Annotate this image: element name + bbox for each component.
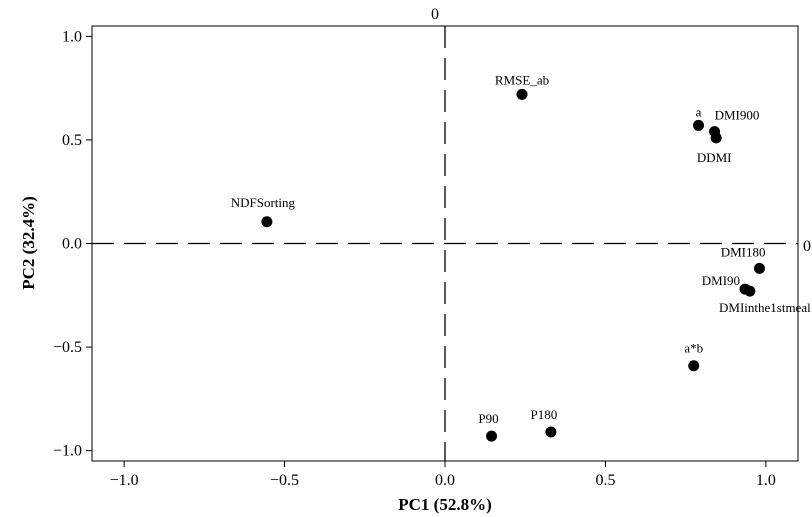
x-tick-label: 0.0 xyxy=(435,472,455,489)
x-tick-label: 1.0 xyxy=(756,472,776,489)
data-point-label: a*b xyxy=(684,341,703,356)
y-tick-label: 0.5 xyxy=(62,132,82,149)
data-point xyxy=(688,360,700,372)
y-tick-label: 1.0 xyxy=(62,28,82,45)
data-point xyxy=(545,426,557,438)
x-axis-title: PC1 (52.8%) xyxy=(398,495,491,514)
data-point xyxy=(516,88,528,100)
data-point xyxy=(744,285,756,297)
data-point-label: NDFSorting xyxy=(231,195,296,210)
data-point-label: DMI90 xyxy=(702,273,740,288)
reference-lines xyxy=(92,26,798,461)
x-tick-label: 0.5 xyxy=(595,472,615,489)
data-point xyxy=(693,119,705,131)
data-point-label: DMI900 xyxy=(715,108,760,123)
data-point xyxy=(710,132,722,144)
data-point-label: P90 xyxy=(478,411,498,426)
y-tick-label: −1.0 xyxy=(53,443,82,460)
data-point-label: RMSE_ab xyxy=(495,72,549,87)
data-point-label: DMIinthe1stmeal xyxy=(719,300,811,315)
x-tick-label: −1.0 xyxy=(110,472,139,489)
data-points: RMSE_aba DMI900 DDMI NDFSorting DMI180 DMI90 D… xyxy=(231,72,811,442)
data-point-label: P180 xyxy=(531,407,558,422)
data-point xyxy=(486,430,498,442)
y-axis-title: PC2 (32.4%) xyxy=(19,196,38,289)
data-point-label: DDMI xyxy=(697,150,732,165)
data-point xyxy=(261,216,273,228)
axis-ticks: −1.0 −0.5 0.0 0.5 1.0 −1.0 −0.5 0.0 0.5 1.0 xyxy=(53,28,776,489)
data-point xyxy=(753,262,765,274)
data-point-label: a xyxy=(696,104,702,119)
data-point-label: DMI180 xyxy=(721,244,766,259)
y-tick-label: −0.5 xyxy=(53,339,82,356)
y-tick-label: 0.0 xyxy=(62,236,82,253)
horizontal-reference-label: 0 xyxy=(803,238,811,255)
vertical-reference-label: 0 xyxy=(431,6,439,23)
x-tick-label: −0.5 xyxy=(270,472,299,489)
